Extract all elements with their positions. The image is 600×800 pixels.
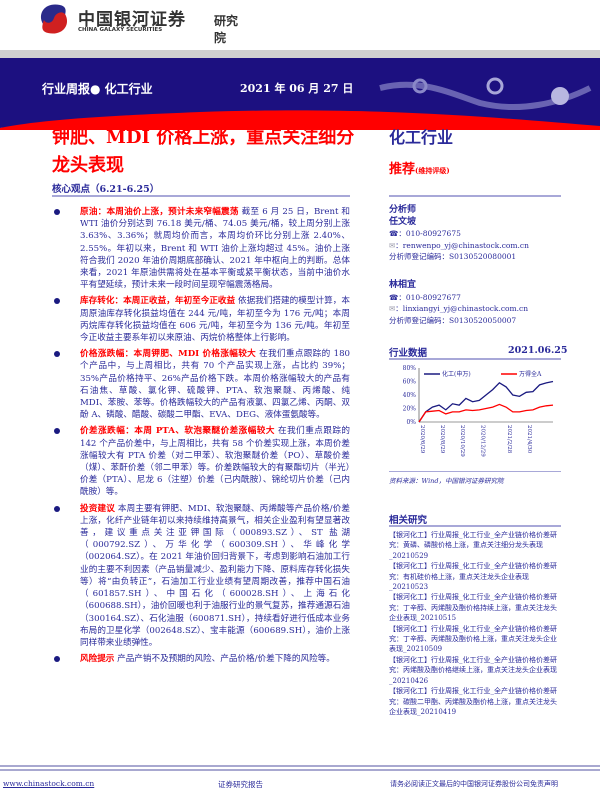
y-tick-label: 80%	[403, 365, 417, 372]
rating: 推荐(维持评级)	[389, 162, 450, 177]
bullet-item: 价格涨跌幅：本周钾肥、MDI 价格涨幅较大 在我们重点跟踪的 180 个产品中，…	[52, 348, 350, 421]
report-type: 行业周报● 化工行业	[42, 82, 153, 96]
related-research-list: 【银河化工】行业周报_化工行业_全产业链价格价差研究：黄磷、磷酸价格上涨，重点关…	[389, 530, 559, 717]
divider	[389, 471, 561, 472]
header-gray-band	[0, 50, 600, 58]
bullet-icon	[54, 656, 60, 663]
report-date: 2021 年 06 月 27 日	[240, 82, 354, 95]
industry-data-heading: 行业数据	[389, 348, 428, 359]
email-link[interactable]: ：renwenpo_yj@chinastock.com.cn	[395, 240, 529, 250]
analyst-block: 林相宜 ☎：010-80927677 ✉：linxiangyi_yj@china…	[389, 280, 529, 325]
y-tick-label: 20%	[403, 406, 417, 413]
related-link[interactable]: 【银河化工】行业周报_化工行业_全产业链价格价差研究：丙烯酸及酯价格继续上涨，重…	[389, 655, 557, 685]
related-link[interactable]: 【银河化工】行业周报_化工行业_全产业链价格价差研究：碳酸二甲酯、丙烯酸及酯价格…	[389, 687, 557, 716]
y-tick-label: 40%	[403, 392, 417, 399]
divider	[52, 195, 350, 197]
related-link[interactable]: 【银河化工】行业周报_化工行业_全产业链价格价差研究：有机硅价格上涨，重点关注龙…	[389, 562, 557, 592]
related-link[interactable]: 【银河化工】行业周报_化工行业_全产业链价格价差研究：黄磷、磷酸价格上涨，重点关…	[389, 531, 557, 560]
divider	[389, 525, 561, 527]
phone-icon: ☎	[389, 229, 399, 238]
legend-label: 化工(申万)	[442, 370, 471, 378]
divider	[389, 195, 561, 197]
disclaimer-note: 请务必阅读正文最后的中国银河证券股份公司免责声明	[390, 780, 558, 788]
bullet-item: 库存转化：本周正收益，年初至今正收益 依据我们搭建的模型计算，本周原油库存转化损…	[52, 295, 350, 344]
bullet-item: 原油：本周油价上涨，预计未来窄幅震荡 截至 6 月 25 日，Brent 和 W…	[52, 206, 350, 291]
chart-source: 资料来源：Wind，中国银河证券研究院	[389, 477, 504, 485]
related-link[interactable]: 【银河化工】行业周报_化工行业_全产业链价格价差研究：丁辛醇、丙烯酸及酯价格持续…	[389, 593, 557, 623]
website-link[interactable]: www.chinastock.com.cn	[3, 779, 95, 788]
divider	[389, 358, 561, 360]
analyst-block: 分析师 任文坡 ☎：010-80927675 ✉：renwenpo_yj@chi…	[389, 205, 529, 261]
x-tick-label: 2021/4/30	[526, 425, 532, 454]
series-line-1	[418, 403, 554, 423]
mail-icon: ✉	[389, 304, 396, 313]
x-tick-label: 2020/6/29	[419, 425, 425, 454]
y-tick-label: 0%	[406, 419, 416, 426]
bullet-icon	[54, 298, 60, 305]
bullet-item: 投资建议 本周主要有钾肥、MDI、软泡聚醚、丙烯酸等产品价格/价差上涨，化纤产业…	[52, 503, 350, 649]
bullet-item: 价差涨跌幅：本周 PTA、软泡聚醚价差涨幅较大 在我们重点跟踪的 142 个产品…	[52, 425, 350, 498]
company-logo: 中国银河证券 CHINA GALAXY SECURITIES 研究院	[38, 2, 238, 45]
industry-data-date: 2021.06.25	[508, 345, 568, 356]
galaxy-logo-icon	[40, 4, 68, 34]
bullet-list: 原油：本周油价上涨，预计未来窄幅震荡 截至 6 月 25 日，Brent 和 W…	[52, 206, 350, 669]
x-tick-label: 2021/2/28	[506, 425, 512, 454]
bullet-icon	[54, 351, 60, 358]
industry-index-chart: 0% 20% 40% 60% 80% 2020/6/29 2020/8/29 2020/10/…	[403, 365, 554, 457]
footer-divider	[0, 769, 600, 771]
bullet-icon	[54, 209, 60, 215]
legend-label: 万得全A	[519, 370, 542, 378]
core-view-heading: 核心观点（6.21-6.25）	[52, 184, 160, 195]
bullet-item: 风险提示 产品产销不及预期的风险、产品价格/价差下降的风险等。	[52, 653, 350, 665]
footer-divider	[0, 765, 600, 767]
industry-name: 化工行业	[389, 128, 454, 147]
header-banner	[0, 58, 600, 130]
x-tick-label: 2020/10/29	[459, 425, 465, 457]
bullet-icon	[54, 428, 60, 435]
related-link[interactable]: 【银河化工】行业周报_化工行业_全产业链价格价差研究：丁辛醇、丙烯酸及酯价格上涨…	[389, 624, 557, 654]
related-heading: 相关研究	[389, 515, 428, 526]
series-line-0	[418, 380, 554, 423]
x-tick-label: 2020/8/29	[439, 425, 445, 454]
report-title: 钾肥、MDI 价格上涨，重点关注细分龙头表现	[52, 127, 355, 176]
x-tick-label: 2020/12/29	[479, 425, 485, 457]
email-link[interactable]: ：linxiangyi_yj@chinastock.com.cn	[395, 304, 529, 313]
y-tick-label: 60%	[403, 379, 417, 386]
mail-icon: ✉	[389, 240, 396, 250]
phone-icon: ☎	[389, 292, 399, 302]
footer-center: 证券研究报告	[218, 780, 263, 789]
bullet-icon	[54, 505, 60, 512]
